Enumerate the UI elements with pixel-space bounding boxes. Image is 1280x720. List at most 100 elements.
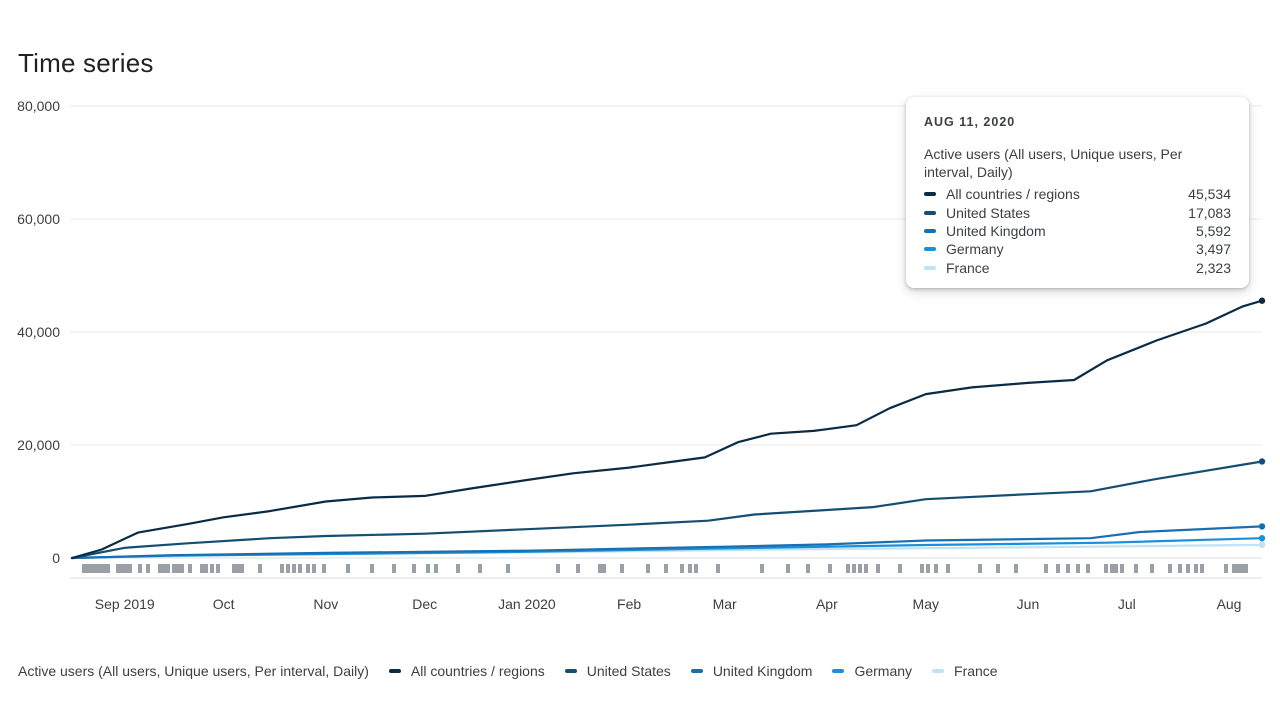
annotation-marker (1104, 564, 1108, 573)
tooltip-series-name: Germany (946, 241, 1004, 258)
legend-swatch-icon (388, 669, 401, 673)
annotation-marker (1150, 564, 1154, 573)
legend-item-label: Germany (854, 663, 913, 679)
x-tick-label: Sep 2019 (95, 596, 155, 612)
x-tick-label: Jun (1017, 596, 1040, 612)
annotation-marker (828, 564, 832, 573)
y-tick-label: 40,000 (17, 324, 60, 340)
x-axis-ticks: Sep 2019 Oct Nov Dec Jan 2020 Feb Mar Apr May Jun… (95, 596, 1242, 612)
annotation-marker (94, 564, 98, 573)
annotation-marker (946, 564, 950, 573)
annotation-marker (162, 564, 166, 573)
legend-item[interactable]: France (932, 663, 998, 679)
annotation-marker (322, 564, 326, 573)
legend-item[interactable]: United States (564, 663, 671, 679)
legend-swatch-icon (932, 669, 945, 673)
annotation-marker (292, 564, 296, 573)
annotation-marker (576, 564, 580, 573)
legend-item[interactable]: United Kingdom (690, 663, 813, 679)
x-tick-label: Jan 2020 (498, 596, 556, 612)
annotation-marker (786, 564, 790, 573)
annotation-marker (370, 564, 374, 573)
tooltip-swatch-icon (924, 247, 936, 252)
annotation-marker (204, 564, 208, 573)
x-tick-label: Aug (1217, 596, 1242, 612)
annotation-marker (412, 564, 416, 573)
legend-metric: Active users (All users, Unique users, P… (18, 663, 369, 679)
y-tick-label: 20,000 (17, 437, 60, 453)
tooltip-series-value: 5,592 (1195, 222, 1231, 239)
annotation-marker (188, 564, 192, 573)
legend-item-label: United Kingdom (712, 663, 813, 679)
annotation-markers (82, 564, 1248, 573)
annotation-marker (1110, 564, 1114, 573)
series-endpoint-germany (1258, 535, 1266, 542)
tooltip-row: Germany 3,497 (924, 240, 1231, 258)
tooltip-swatch-icon (924, 265, 936, 270)
x-tick-label: Nov (313, 596, 338, 612)
legend-item[interactable]: Germany (832, 663, 912, 679)
annotation-marker (688, 564, 692, 573)
annotation-marker (646, 564, 650, 573)
annotation-marker (898, 564, 902, 573)
tooltip-swatch-icon (924, 210, 936, 215)
series-line-united-kingdom (70, 525, 1264, 560)
annotation-marker (760, 564, 764, 573)
tooltip-swatch-icon (924, 192, 936, 197)
series-endpoints (1258, 297, 1266, 549)
annotation-marker (1186, 564, 1190, 573)
y-axis-ticks: 0 20,000 40,000 60,000 80,000 (17, 98, 60, 566)
legend-items: All countries / regions United States Unit… (388, 663, 1018, 679)
annotation-marker (298, 564, 302, 573)
annotation-marker (426, 564, 430, 573)
annotation-marker (98, 564, 102, 573)
annotation-marker (1056, 564, 1060, 573)
annotation-marker (1232, 564, 1236, 573)
tooltip-metric: Active users (All users, Unique users, P… (924, 146, 1183, 180)
x-tick-label: Jul (1118, 596, 1136, 612)
tooltip-series-value: 2,323 (1195, 259, 1231, 276)
tooltip-series-name: All countries / regions (946, 186, 1080, 203)
annotation-marker (236, 564, 240, 573)
annotation-marker (556, 564, 560, 573)
tooltip-series-value: 3,497 (1195, 241, 1231, 258)
x-tick-label: May (913, 596, 939, 612)
annotation-marker (346, 564, 350, 573)
series-endpoint-united-kingdom (1258, 523, 1266, 530)
annotation-marker (120, 564, 124, 573)
annotation-marker (920, 564, 924, 573)
x-tick-label: Dec (412, 596, 437, 612)
annotation-marker (1120, 564, 1124, 573)
annotation-marker (1066, 564, 1070, 573)
legend-swatch-icon (690, 669, 703, 673)
x-tick-label: Feb (617, 596, 641, 612)
tooltip-row: United Kingdom 5,592 (924, 222, 1231, 240)
legend-item[interactable]: All countries / regions (388, 663, 545, 679)
annotation-marker (1014, 564, 1018, 573)
series-endpoint-france (1258, 541, 1266, 549)
tooltip-rows: All countries / regions 45,534 United Stat… (924, 185, 1231, 277)
tooltip-row: France 2,323 (924, 259, 1231, 277)
annotation-marker (286, 564, 290, 573)
tooltip-series-name: United States (946, 204, 1031, 221)
tooltip-series-name: France (946, 259, 990, 276)
annotation-marker (86, 564, 90, 573)
annotation-marker (280, 564, 284, 573)
chart-legend: Active users (All users, Unique users, P… (18, 663, 1018, 679)
annotation-marker (392, 564, 396, 573)
annotation-marker (138, 564, 142, 573)
annotation-marker (116, 564, 120, 573)
annotation-marker (102, 564, 106, 573)
annotation-marker (864, 564, 868, 573)
legend-item-label: All countries / regions (410, 663, 545, 679)
annotation-marker (694, 564, 698, 573)
annotation-marker (1114, 564, 1118, 573)
annotation-marker (172, 564, 176, 573)
y-tick-label: 60,000 (17, 211, 60, 227)
annotation-marker (90, 564, 94, 573)
annotation-marker (124, 564, 128, 573)
annotation-marker (180, 564, 184, 573)
annotation-marker (1236, 564, 1240, 573)
legend-swatch-icon (832, 669, 845, 673)
